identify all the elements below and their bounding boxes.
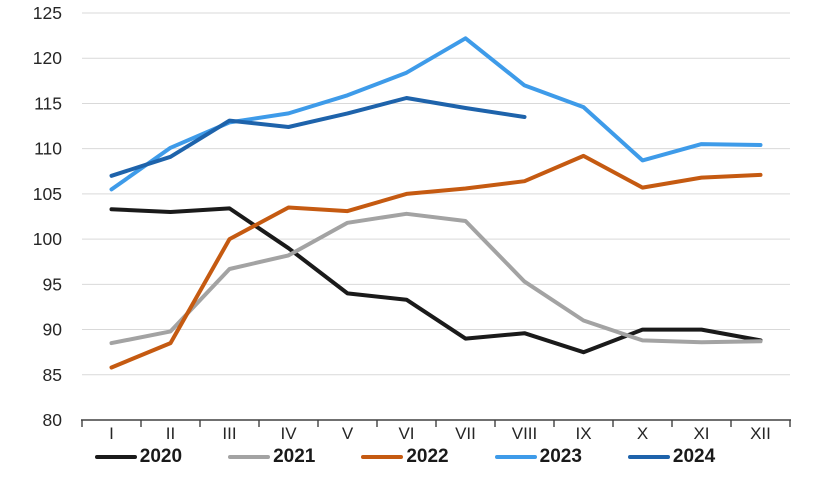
- x-axis-label-9: IX: [575, 424, 591, 443]
- series-line-2021[interactable]: [109, 211, 763, 346]
- legend-label-2023: 2023: [539, 446, 582, 467]
- legend-swatch-2024: [627, 454, 670, 460]
- y-axis-label-115: 115: [34, 93, 62, 113]
- y-axis-label-85: 85: [43, 365, 62, 385]
- legend-label-2020: 2020: [139, 446, 183, 467]
- legend-label-2024: 2024: [672, 446, 716, 467]
- legend-item-2023[interactable]: 2023: [494, 446, 582, 468]
- x-axis-label-6: VI: [398, 424, 414, 443]
- x-axis-label-5: V: [342, 424, 354, 443]
- y-axis-label-100: 100: [33, 229, 62, 249]
- y-axis-label-95: 95: [43, 274, 62, 294]
- y-axis-label-80: 80: [43, 410, 63, 430]
- x-axis-label-1: I: [109, 424, 114, 443]
- legend-item-2024[interactable]: 2024: [627, 446, 716, 468]
- x-axis-label-3: III: [222, 424, 236, 443]
- chart-legend: 2020 2021 2022 2023 2024: [0, 446, 810, 468]
- legend-swatch-2021: [228, 454, 271, 460]
- x-axis-label-4: IV: [280, 424, 297, 443]
- x-axis-label-7: VII: [455, 424, 476, 443]
- legend-swatch-2020: [94, 454, 137, 460]
- legend-label-2021: 2021: [273, 446, 316, 467]
- x-axis-label-8: VIII: [512, 424, 538, 443]
- y-axis-label-110: 110: [34, 139, 62, 159]
- x-axis-label-10: X: [637, 424, 648, 443]
- legend-item-2020[interactable]: 2020: [94, 446, 183, 468]
- x-axis-label-2: II: [166, 424, 175, 443]
- legend-label-2022: 2022: [406, 446, 449, 467]
- y-axis-label-105: 105: [33, 184, 62, 204]
- x-axis-label-12: XII: [750, 424, 771, 443]
- x-axis-label-11: XI: [693, 424, 709, 443]
- series-line-2020[interactable]: [109, 206, 763, 355]
- legend-swatch-2022: [361, 454, 404, 460]
- series-line-2022[interactable]: [109, 153, 763, 370]
- series-line-2023[interactable]: [109, 36, 763, 192]
- y-axis-label-120: 120: [33, 48, 62, 68]
- y-axis-label-90: 90: [43, 320, 63, 340]
- legend-swatch-2023: [494, 454, 537, 460]
- legend-item-2022[interactable]: 2022: [361, 446, 449, 468]
- y-axis-label-125: 125: [33, 3, 62, 23]
- series-line-2024[interactable]: [109, 96, 527, 178]
- legend-item-2021[interactable]: 2021: [228, 446, 315, 468]
